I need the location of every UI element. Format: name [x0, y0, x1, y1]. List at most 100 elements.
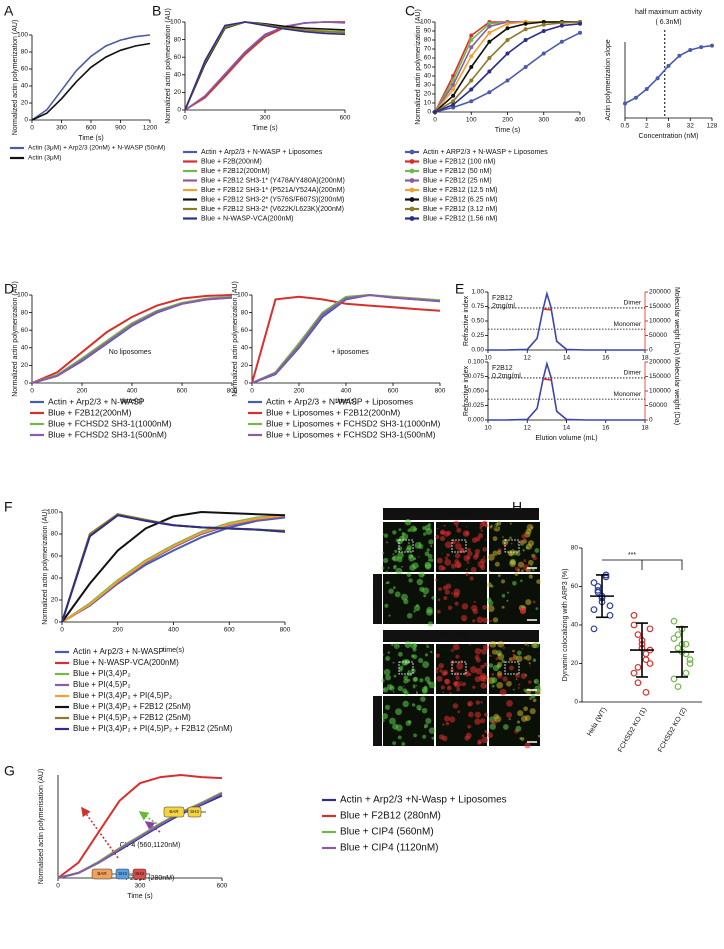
micrograph-signal	[532, 658, 537, 662]
micrograph-signal	[532, 698, 537, 703]
x-tick-label: 400	[341, 388, 352, 395]
micrograph-signal	[392, 723, 399, 730]
legend-label: Blue + PI(4,5)P₂	[73, 680, 131, 689]
x-tick-label: 200	[294, 388, 305, 395]
inset-strip	[373, 696, 382, 746]
x-tick-label: 14	[563, 425, 571, 432]
micrograph-signal	[480, 529, 483, 532]
micrograph-signal	[532, 568, 535, 572]
micrograph-signal	[384, 704, 391, 710]
micrograph-signal	[499, 644, 501, 646]
legend-label: Blue + N-WASP-VCA(200nM)	[73, 658, 179, 667]
micrograph-signal	[503, 543, 507, 547]
y-tick-label: 20	[241, 362, 249, 369]
x-tick-label: 18	[641, 425, 649, 432]
y-tick-label: 0	[574, 699, 578, 706]
micrograph-signal	[422, 661, 430, 668]
micrograph-signal	[481, 734, 485, 738]
micrograph-signal	[401, 565, 403, 568]
data-point	[682, 640, 690, 648]
micrograph-signal	[422, 587, 430, 595]
annotation: Dimer	[624, 300, 642, 307]
micrograph-signal	[467, 724, 472, 729]
micrograph-signal	[381, 713, 389, 720]
y2-axis-label: Molecular weight (Da)	[673, 357, 680, 425]
micrograph-signal	[451, 592, 454, 595]
micrograph-signal	[517, 710, 524, 717]
y-tick-label: 60	[21, 66, 29, 73]
y-tick-label: 40	[424, 73, 432, 80]
y2-tick-label: 100000	[649, 318, 671, 325]
micrograph-signal	[474, 648, 482, 655]
micrograph-signal	[450, 648, 454, 652]
legend-label: Blue + F2B12 (50 nM)	[423, 168, 492, 175]
micrograph-signal	[413, 610, 416, 613]
x-tick-label: 600	[217, 883, 228, 890]
micrograph-signal	[489, 723, 496, 730]
x-axis-label: Concentration (nM)	[639, 133, 699, 140]
micrograph-signal	[455, 542, 457, 544]
y-tick-label: 40	[571, 622, 579, 629]
micrograph-signal	[520, 608, 527, 615]
micrograph-signal	[516, 650, 522, 656]
data-point	[686, 660, 694, 667]
micrograph-signal	[387, 567, 390, 569]
micrograph-signal	[392, 586, 396, 589]
y-tick-label: 0.100	[468, 359, 485, 366]
series-line	[251, 295, 441, 384]
micrograph-signal	[477, 560, 485, 568]
micrograph-signal	[529, 665, 531, 667]
micrograph-signal	[472, 554, 479, 560]
micrograph-signal	[463, 619, 466, 622]
micrograph-signal	[385, 570, 389, 573]
micrograph-signal	[424, 723, 429, 728]
micrograph-signal	[502, 646, 506, 650]
data-point	[594, 583, 602, 590]
condition-header	[383, 508, 539, 520]
series-line	[57, 773, 223, 879]
micrograph-signal	[451, 521, 453, 523]
micrograph-signal	[523, 559, 527, 562]
legend-label: Blue + FCHSD2 SH3-1(500nM)	[48, 429, 167, 439]
chart-title: half maximum activity	[635, 9, 702, 16]
x-tick-label: 600	[224, 627, 235, 634]
micrograph-signal	[415, 684, 418, 687]
micrograph-signal	[483, 662, 488, 667]
y-tick-label: 100	[47, 509, 58, 516]
micrograph-signal	[487, 553, 495, 561]
x-tick-label: 200	[502, 117, 513, 124]
data-point	[646, 625, 654, 633]
y-tick-label: 100	[237, 292, 248, 299]
micrograph-signal	[421, 686, 428, 693]
y2-tick-label: 200000	[649, 289, 671, 296]
series-line	[488, 290, 645, 351]
micrograph-signal	[494, 561, 500, 567]
inset-box	[398, 539, 414, 553]
inset-box	[451, 661, 467, 675]
micrograph-signal	[403, 675, 409, 681]
y-tick-label: 1.00	[471, 289, 484, 296]
inset-label: INSET	[375, 712, 381, 729]
micrograph-signal	[421, 707, 428, 714]
y2-tick-label: 50000	[649, 402, 667, 409]
micrograph-signal	[491, 649, 498, 655]
y-tick-label: 20	[424, 91, 432, 98]
series-line	[542, 308, 551, 311]
micrograph-signal	[512, 580, 517, 586]
micrograph-signal	[414, 604, 421, 612]
x-tick-label: 8	[667, 123, 671, 130]
micrograph-signal	[447, 605, 453, 610]
legend-marker	[409, 206, 415, 212]
micrograph-signal	[404, 641, 412, 649]
micrograph-signal	[525, 654, 532, 661]
data-point	[646, 660, 654, 667]
micrograph-signal	[534, 685, 542, 693]
y-axis-label: Actin polymerization slope	[605, 39, 612, 120]
y-axis-label: Refractive index	[463, 295, 470, 346]
micrograph-signal	[411, 654, 415, 658]
micrograph-signal	[537, 734, 541, 738]
y-tick-label: 20	[21, 100, 29, 107]
micrograph-signal	[499, 688, 507, 696]
micrograph-signal	[528, 680, 532, 684]
micrograph-signal	[502, 724, 509, 730]
